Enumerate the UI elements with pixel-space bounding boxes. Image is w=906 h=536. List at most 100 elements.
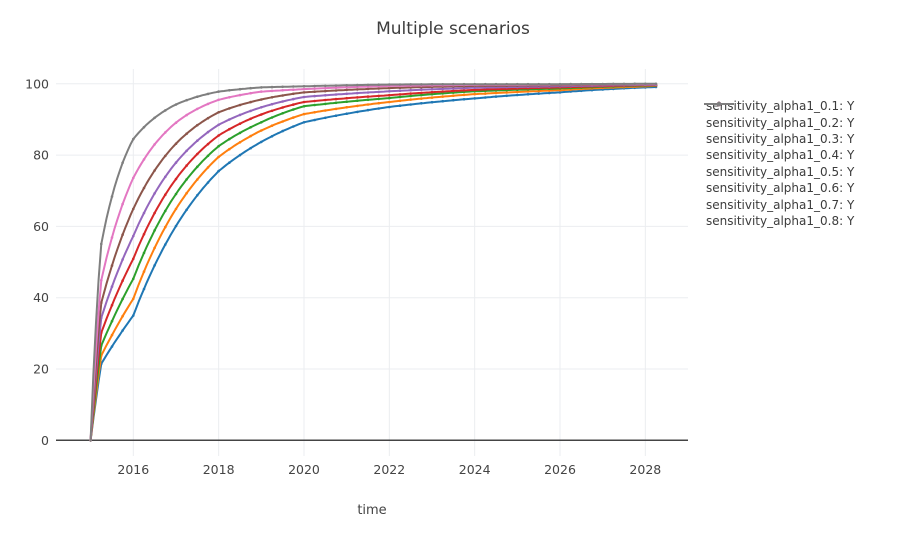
series-marker xyxy=(185,208,188,212)
series-marker xyxy=(548,82,551,86)
series-marker xyxy=(164,225,167,229)
series-marker xyxy=(452,94,455,97)
series-marker xyxy=(420,93,423,97)
series-marker xyxy=(217,111,220,114)
y-tick-label: 100 xyxy=(25,76,49,91)
series-marker xyxy=(398,86,402,90)
series-line-sensitivity_alpha1_0.8: Y[interactable] xyxy=(89,82,657,442)
legend-label: sensitivity_alpha1_0.3: Y xyxy=(706,131,855,146)
legend-item[interactable]: sensitivity_alpha1_0.5: Y xyxy=(703,101,854,180)
series-marker xyxy=(409,98,413,101)
series-marker xyxy=(441,90,445,93)
series-marker xyxy=(153,192,156,195)
series-marker xyxy=(462,98,466,101)
series-marker xyxy=(281,89,284,92)
series-marker xyxy=(260,106,263,109)
series-marker xyxy=(420,91,423,95)
series-marker xyxy=(548,89,551,92)
series-marker xyxy=(217,90,220,93)
series-marker xyxy=(388,86,391,90)
series-marker xyxy=(473,86,477,89)
series-marker xyxy=(142,251,146,255)
series-marker xyxy=(302,95,306,99)
series-marker xyxy=(324,109,327,112)
x-tick-label: 2022 xyxy=(373,462,405,477)
series-marker xyxy=(206,142,210,146)
series-marker xyxy=(430,88,434,91)
legend-item[interactable]: sensitivity_alpha1_0.4: Y xyxy=(703,101,854,163)
series-line-sensitivity_alpha1_0.7: Y[interactable] xyxy=(89,83,657,442)
series-marker xyxy=(516,93,519,97)
series-line-sensitivity_alpha1_0.5: Y[interactable] xyxy=(89,83,657,442)
legend-item[interactable]: sensitivity_alpha1_0.6: Y xyxy=(703,101,854,196)
series-line-sensitivity_alpha1_0.3: Y[interactable] xyxy=(89,84,657,442)
series-marker xyxy=(462,86,466,90)
series-marker xyxy=(398,95,402,99)
series-marker xyxy=(356,104,359,108)
series-marker xyxy=(260,140,263,144)
series-marker xyxy=(324,94,327,97)
series-marker xyxy=(430,90,434,94)
series-marker xyxy=(164,175,167,179)
series-line-sensitivity_alpha1_0.1: Y[interactable] xyxy=(89,86,657,442)
series-marker xyxy=(345,92,349,96)
legend-item[interactable]: sensitivity_alpha1_0.2: Y xyxy=(703,101,854,130)
series-marker xyxy=(313,84,316,88)
y-tick-label: 60 xyxy=(33,219,49,234)
series-marker xyxy=(185,98,188,102)
series-marker xyxy=(142,287,146,291)
series-marker xyxy=(526,90,530,93)
series-marker xyxy=(398,83,402,86)
x-tick-label: 2028 xyxy=(629,462,661,477)
x-tick-label: 2024 xyxy=(459,462,491,477)
series-marker xyxy=(484,88,487,91)
series-marker xyxy=(260,98,263,101)
series-marker xyxy=(228,118,231,121)
series-line-sensitivity_alpha1_0.6: Y[interactable] xyxy=(89,83,657,442)
series-marker xyxy=(569,90,572,93)
series-marker xyxy=(228,107,231,110)
legend-item[interactable]: sensitivity_alpha1_0.7: Y xyxy=(703,101,854,212)
series-marker xyxy=(196,95,199,98)
series-marker xyxy=(153,264,156,267)
series-marker xyxy=(462,89,466,92)
series-line-sensitivity_alpha1_0.4: Y[interactable] xyxy=(89,84,657,442)
series-marker xyxy=(377,87,381,90)
series-marker xyxy=(174,142,178,145)
series-marker xyxy=(260,86,263,89)
series-marker xyxy=(537,82,540,86)
legend-label: sensitivity_alpha1_0.8: Y xyxy=(706,213,855,228)
series-marker xyxy=(462,82,466,86)
series-marker xyxy=(345,112,349,115)
series-marker xyxy=(356,85,359,89)
y-tick-label: 80 xyxy=(33,148,49,163)
series-line-sensitivity_alpha1_0.2: Y[interactable] xyxy=(89,84,657,442)
series-marker xyxy=(185,113,188,117)
series-marker xyxy=(206,116,210,120)
series-marker xyxy=(217,144,220,148)
series-marker xyxy=(260,121,263,124)
series-marker xyxy=(430,100,434,104)
series-marker xyxy=(153,169,156,172)
series-marker xyxy=(196,178,199,181)
series-marker xyxy=(196,107,199,111)
series-marker xyxy=(238,93,242,97)
series-marker xyxy=(153,229,156,232)
series-marker xyxy=(228,96,231,99)
series-marker xyxy=(526,82,530,86)
series-marker xyxy=(292,125,295,128)
series-marker xyxy=(484,92,487,95)
series-marker xyxy=(206,154,210,158)
series-marker xyxy=(441,83,445,86)
series-marker xyxy=(366,108,370,112)
series-marker xyxy=(196,194,199,197)
series-marker xyxy=(494,87,498,91)
series-marker xyxy=(228,161,231,164)
series-marker xyxy=(292,88,295,91)
series-marker xyxy=(377,107,381,110)
legend-item[interactable]: sensitivity_alpha1_0.8: Y xyxy=(703,101,855,229)
legend-item[interactable]: sensitivity_alpha1_0.3: Y xyxy=(703,101,855,147)
series-marker xyxy=(121,297,124,301)
series-marker xyxy=(238,103,242,107)
series-marker xyxy=(377,90,381,94)
